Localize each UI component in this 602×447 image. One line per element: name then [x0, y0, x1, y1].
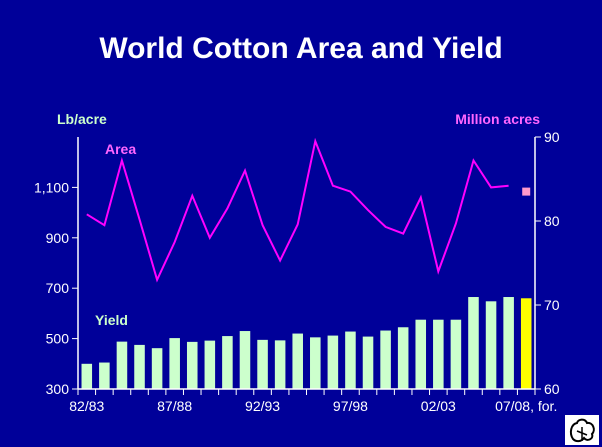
left-tick-label: 1,100 [34, 179, 69, 195]
yield-bar [99, 362, 110, 389]
area-line-layer [86, 137, 531, 283]
yield-bar [485, 301, 497, 389]
x-tick-label: 92/93 [245, 398, 280, 414]
left-tick-label: 900 [46, 230, 70, 246]
right-axis-title: Million acres [455, 111, 540, 127]
axes: 82/83 87/88 92/93 97/98 02/03 07/08, for. 300 5… [34, 129, 560, 414]
yield-bar [450, 319, 462, 389]
yield-bar [81, 363, 93, 389]
x-tick-label: 07/08, for. [495, 398, 557, 414]
yield-bar [468, 297, 479, 389]
left-tick-label: 700 [46, 280, 70, 296]
yield-bar [274, 340, 286, 389]
yield-bar [327, 335, 339, 389]
area-forecast-marker [522, 187, 531, 196]
yield-bar [169, 338, 180, 389]
x-tick-label: 02/03 [421, 398, 456, 414]
right-tick-label: 90 [544, 129, 560, 145]
yield-bar [116, 341, 128, 389]
area-line [86, 137, 509, 283]
right-tick-label: 60 [544, 381, 560, 397]
yield-bar [362, 336, 374, 389]
area-series-label: Area [105, 141, 136, 157]
yield-bar [134, 344, 145, 389]
yield-bar [186, 341, 198, 389]
left-axis-title: Lb/acre [57, 111, 107, 127]
yield-bar [292, 333, 303, 389]
right-tick-label: 70 [544, 297, 560, 313]
yield-bar [257, 339, 268, 389]
yield-bar [380, 330, 391, 389]
left-tick-label: 500 [46, 331, 70, 347]
yield-bar [503, 297, 514, 389]
yield-bar [345, 331, 356, 389]
yield-bar [222, 336, 233, 389]
x-tick-label: 97/98 [333, 398, 368, 414]
yield-bar [239, 331, 251, 389]
yield-bar [151, 348, 163, 389]
left-tick-label: 300 [46, 381, 70, 397]
yield-bar [433, 319, 444, 389]
chart-title: World Cotton Area and Yield [99, 32, 502, 65]
x-tick-label: 82/83 [69, 398, 104, 414]
yield-bar [397, 327, 409, 389]
yield-bar [520, 298, 532, 389]
cotton-boll-icon [565, 415, 599, 445]
right-tick-label: 80 [544, 213, 560, 229]
yield-bars [81, 297, 532, 389]
yield-bar [310, 337, 321, 389]
yield-bar [415, 319, 427, 389]
yield-series-label: Yield [95, 312, 128, 328]
x-tick-label: 87/88 [157, 398, 192, 414]
yield-bar [204, 340, 216, 389]
